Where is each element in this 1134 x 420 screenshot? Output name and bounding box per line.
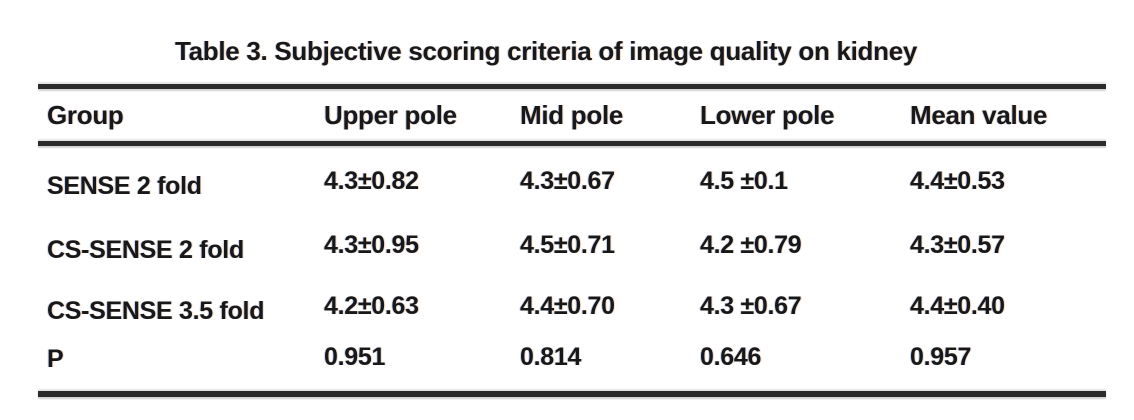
table-cell: 0.814 [520,342,582,371]
table-header-row: Group Upper pole Mid pole Lower pole Mea… [38,90,1106,141]
column-header-mid-pole: Mid pole [520,100,624,130]
table-cell: 0.957 [910,342,972,371]
table-cell: 0.951 [324,342,386,371]
table-cell: 4.3±0.95 [324,230,419,259]
table-cell: 4.4±0.53 [910,166,1005,195]
table-cell: 0.646 [700,342,762,371]
table-header-rule [38,141,1106,146]
table-top-rule [38,84,1106,89]
table-row: P 0.951 0.814 0.646 0.957 [38,338,1106,376]
table-cell: 4.3±0.67 [520,166,615,195]
table-row: CS-SENSE 2 fold 4.3±0.95 4.5±0.71 4.2 ±0… [38,216,1106,274]
table-cell: 4.2±0.63 [324,291,419,320]
table-body: SENSE 2 fold 4.3±0.82 4.3±0.67 4.5 ±0.1 … [38,146,1106,376]
table-cell: 4.3±0.82 [324,166,419,195]
table-cell: 4.3±0.57 [910,230,1005,259]
table-row: SENSE 2 fold 4.3±0.82 4.3±0.67 4.5 ±0.1 … [38,146,1106,216]
table-caption: Table 3. Subjective scoring criteria of … [174,36,918,66]
column-header-group: Group [47,100,124,130]
column-header-mean-value: Mean value [910,100,1048,130]
table-cell: 4.2 ±0.79 [700,230,802,259]
table-bottom-rule [38,391,1106,397]
table-cell: 4.5±0.71 [520,230,615,259]
table-cell: 4.5 ±0.1 [700,166,788,195]
table-cell: 4.4±0.40 [910,291,1005,320]
column-header-upper-pole: Upper pole [324,100,457,130]
row-label: CS-SENSE 3.5 fold [47,296,265,325]
row-label: SENSE 2 fold [47,171,202,200]
table-cell: 4.4±0.70 [520,291,615,320]
table-cell: 4.3 ±0.67 [700,291,802,320]
row-label: P [47,344,64,373]
table-row: CS-SENSE 3.5 fold 4.2±0.63 4.4±0.70 4.3 … [38,274,1106,338]
row-label: CS-SENSE 2 fold [47,235,244,264]
column-header-lower-pole: Lower pole [700,100,835,130]
